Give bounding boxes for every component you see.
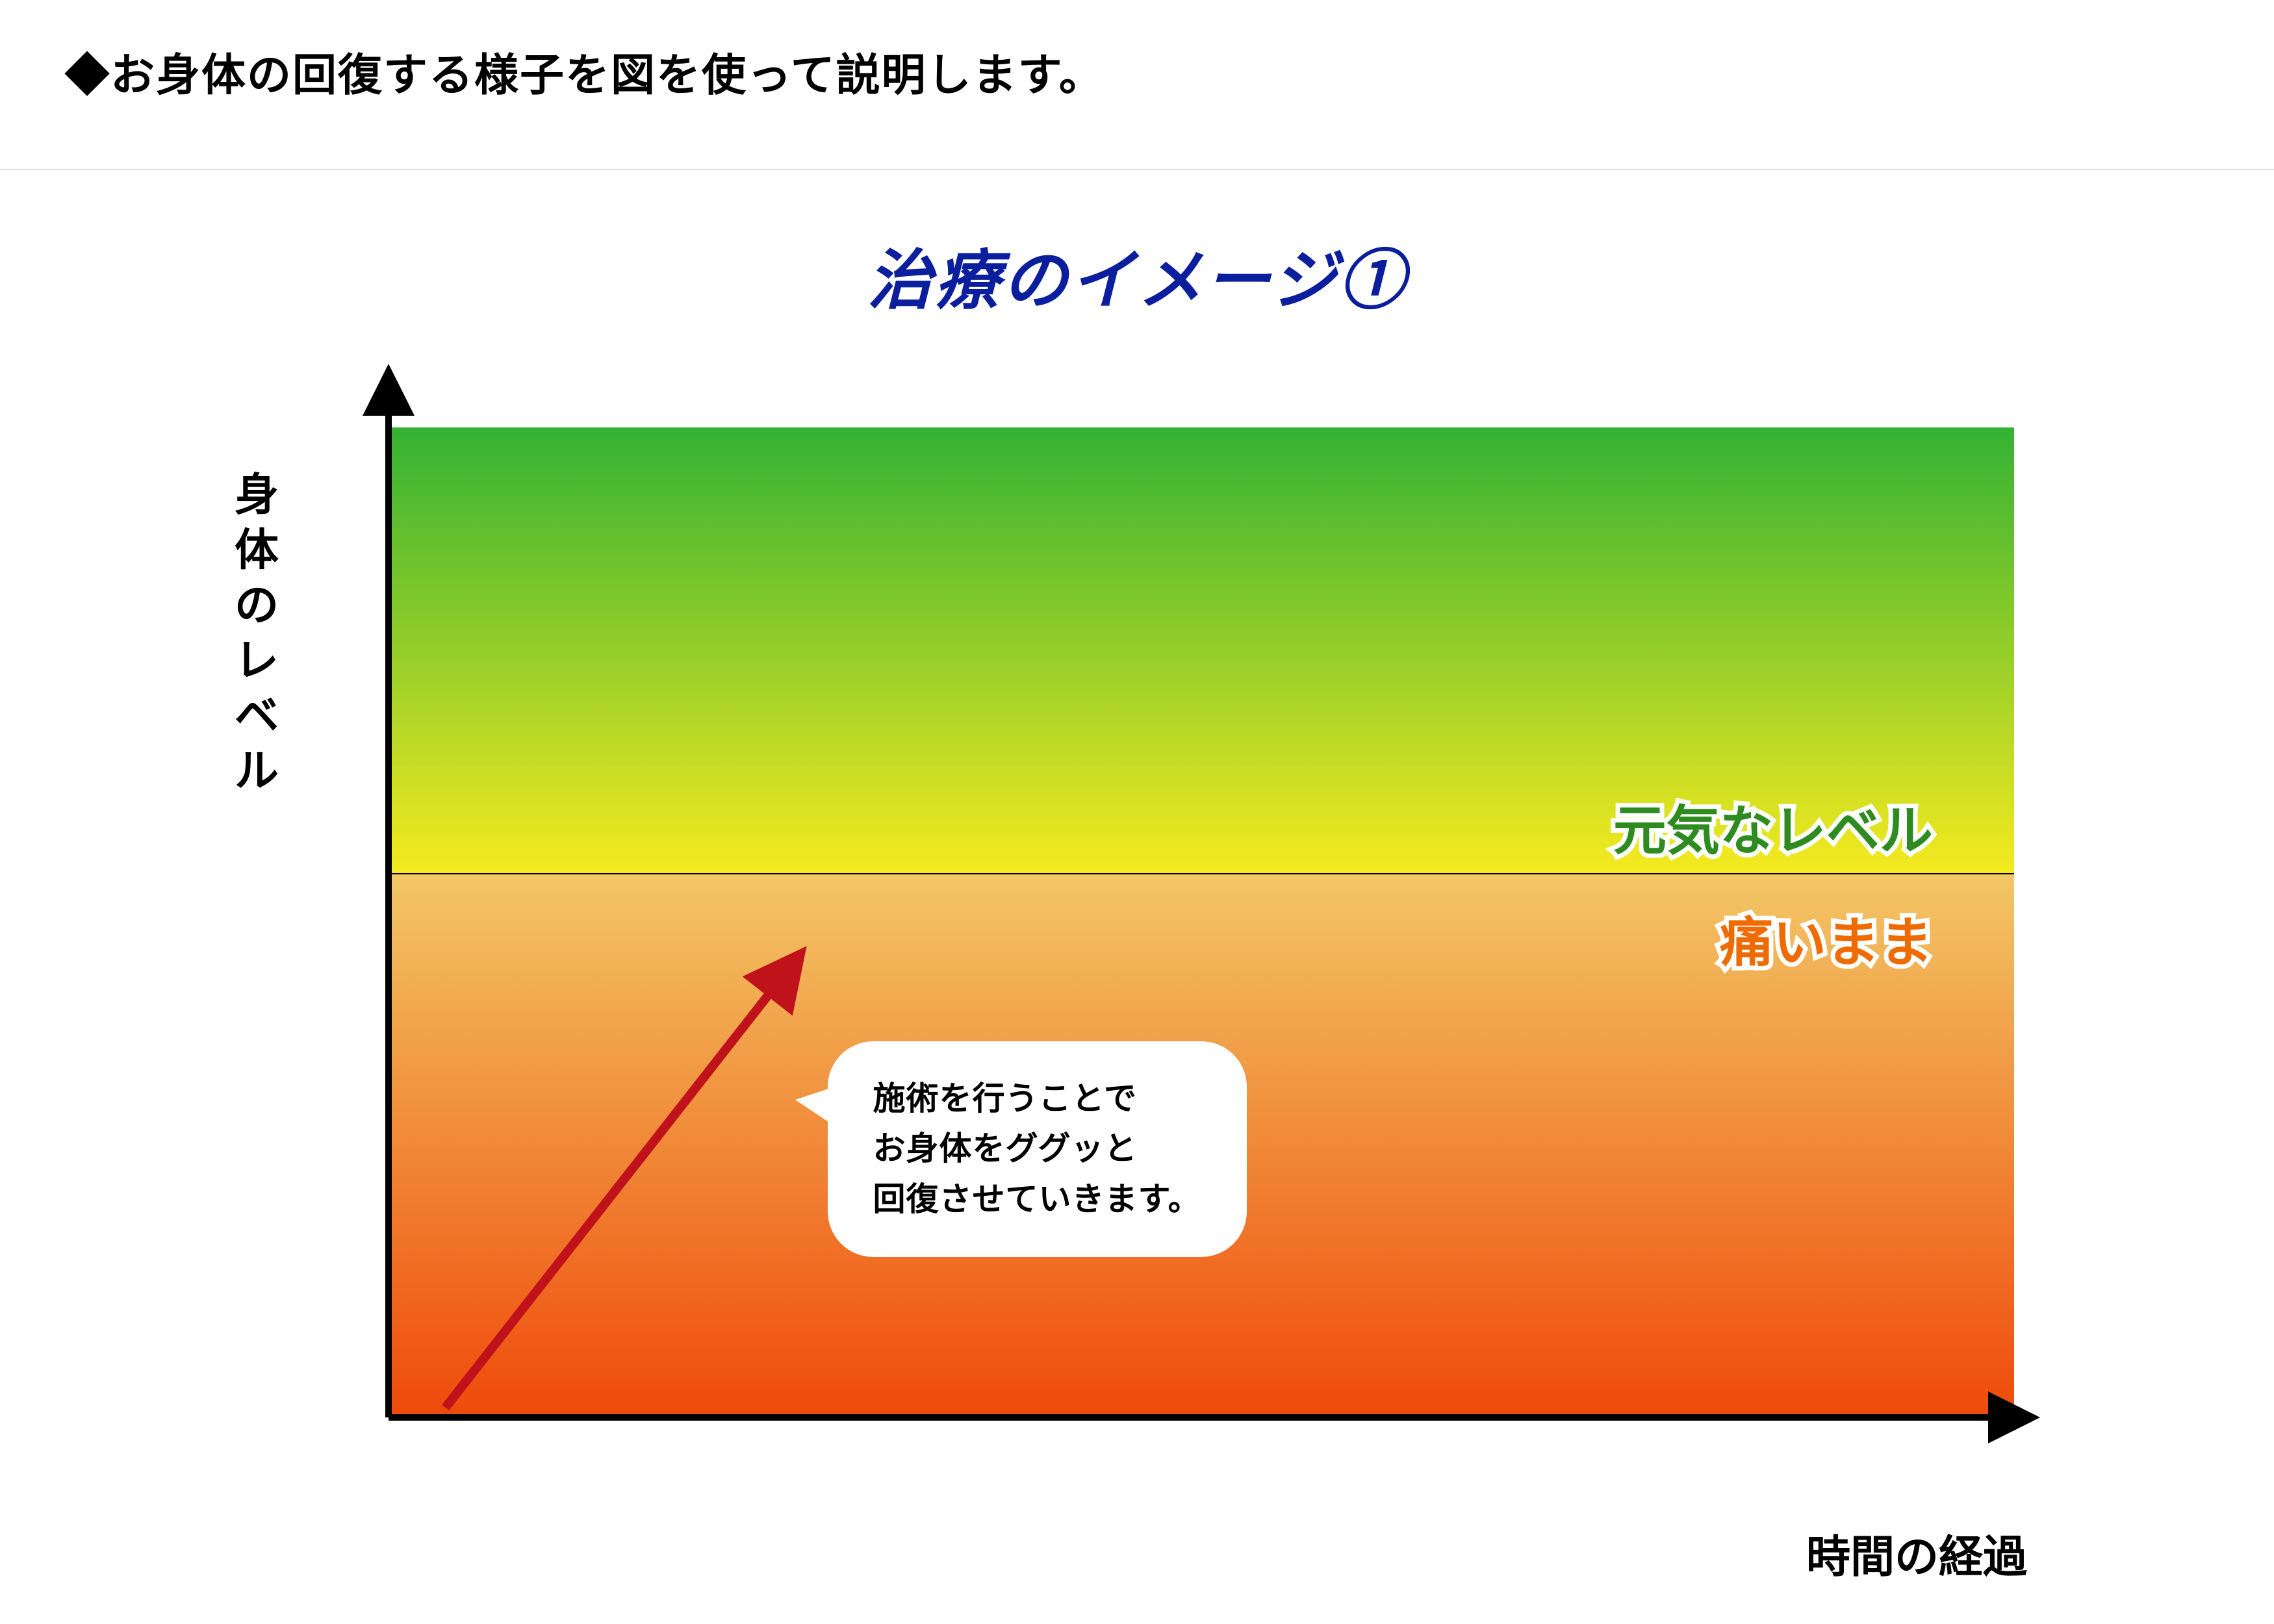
speech-bubble-text: 施術を行うことでお身体をググッと回復させていきます。 (873, 1080, 1201, 1217)
chart-title: 治療のイメージ① (0, 227, 2274, 322)
page-heading: ◆お身体の回復する様子を図を使って説明します。 (65, 39, 1105, 103)
speech-bubble: 施術を行うことでお身体をググッと回復させていきます。 (828, 1041, 1247, 1258)
y-axis-label: 身体のレベル (221, 468, 292, 799)
chart-area: 身体のレベル (221, 390, 2053, 1520)
zone-healthy-label-inner: 元気なレベル (1613, 787, 1933, 865)
divider (0, 169, 2274, 170)
plot-area: 元気なレベル 元気なレベル 痛いまま 痛いまま 施術を行うことでお身体をググッと… (351, 390, 2014, 1455)
recovery-arrow (446, 982, 779, 1407)
x-axis-label: 時間の経過 (1806, 1521, 2027, 1585)
zone-pain-label-inner: 痛いまま (1720, 899, 1933, 976)
page: ◆お身体の回復する様子を図を使って説明します。 治療のイメージ① 身体のレベル (0, 0, 2274, 1624)
speech-bubble-tail (795, 1080, 854, 1139)
